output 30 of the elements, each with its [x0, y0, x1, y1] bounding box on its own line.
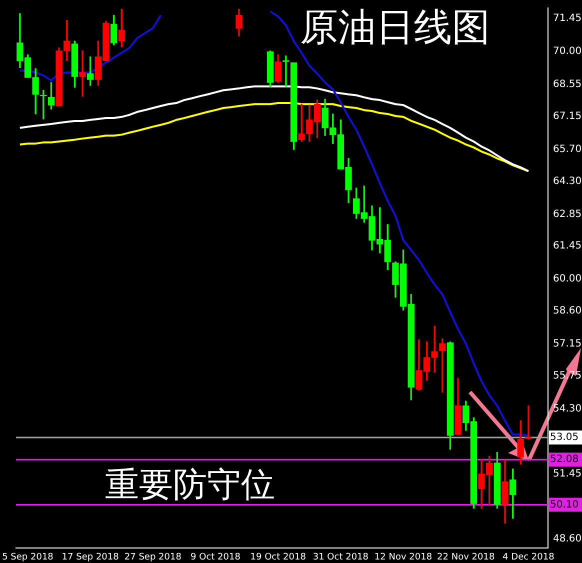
- y-tick-label: 48.60: [553, 533, 582, 544]
- y-tick-label: 68.55: [553, 78, 582, 90]
- y-tick-label: 54.30: [553, 404, 582, 415]
- y-tick-label: 64.30: [553, 176, 582, 187]
- y-tick-label: 67.15: [553, 110, 582, 122]
- x-tick-label: 27 Sep 2018: [124, 552, 182, 563]
- y-tick-label: 70.00: [553, 46, 582, 57]
- ref-line-label: 53.05: [550, 432, 579, 444]
- y-tick-label: 58.60: [553, 306, 582, 317]
- candlestick: [79, 50, 86, 97]
- y-tick-label: 57.15: [553, 338, 582, 350]
- x-tick-label: 19 Oct 2018: [250, 552, 306, 563]
- ref-line-label: 52.08: [550, 454, 579, 466]
- x-tick-label: 22 Nov 2018: [437, 552, 495, 563]
- x-tick-label: 5 Sep 2018: [2, 552, 54, 563]
- x-tick-label: 31 Oct 2018: [312, 552, 369, 563]
- ref-line-label: 50.10: [550, 499, 579, 510]
- annotation: 重要防守位: [105, 464, 275, 505]
- y-tick-label: 62.85: [553, 208, 582, 220]
- y-tick-label: 71.45: [553, 12, 582, 24]
- x-tick-label: 9 Oct 2018: [190, 552, 241, 563]
- x-tick-label: 12 Nov 2018: [374, 552, 432, 563]
- y-tick-label: 61.45: [553, 240, 582, 252]
- chart-title: 原油日线图: [300, 4, 490, 49]
- x-tick-label: 17 Sep 2018: [62, 552, 120, 563]
- y-tick-label: 60.00: [553, 274, 582, 285]
- candlestick: [525, 405, 532, 440]
- x-tick-label: 4 Dec 2018: [502, 552, 555, 563]
- y-tick-label: 65.70: [553, 144, 582, 155]
- y-tick-label: 51.45: [553, 468, 582, 480]
